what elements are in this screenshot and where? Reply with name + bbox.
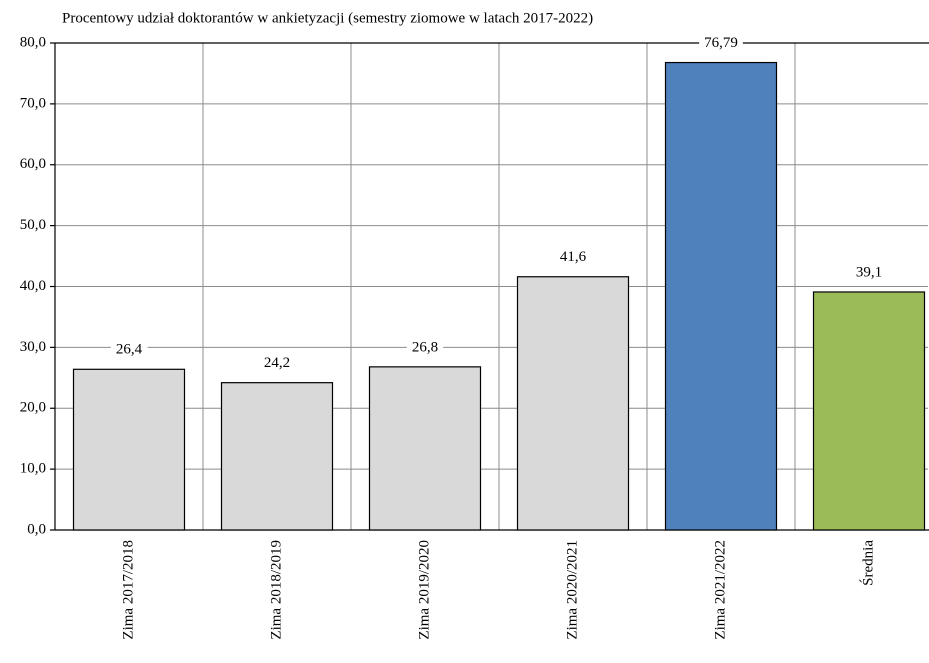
value-label: 39,1 — [856, 264, 882, 280]
value-label-background — [406, 339, 444, 356]
y-tick-label: 30,0 — [20, 339, 46, 355]
y-tick-label: 60,0 — [20, 156, 46, 172]
value-label-group: 26,8 — [406, 339, 444, 356]
x-tick-label: Zima 2020/2021 — [564, 540, 580, 640]
x-tick-label: Zima 2021/2022 — [712, 540, 728, 640]
bar — [220, 382, 334, 531]
value-label-background — [258, 355, 296, 372]
bar — [664, 61, 778, 531]
value-label: 41,6 — [560, 249, 587, 265]
value-label: 76,79 — [704, 35, 738, 51]
bar — [368, 366, 482, 531]
value-label-background — [699, 34, 743, 51]
x-tick-label: Zima 2019/2020 — [416, 540, 432, 640]
x-tick-label: Zima 2017/2018 — [120, 540, 136, 640]
bar — [72, 368, 186, 531]
value-label-group: 39,1 — [850, 264, 888, 281]
value-label-group: 24,2 — [258, 355, 296, 372]
bar — [812, 291, 926, 531]
value-label: 26,8 — [412, 339, 438, 355]
y-tick-label: 0,0 — [27, 521, 46, 537]
chart-title: Procentowy udział doktorantów w ankietyz… — [62, 10, 593, 26]
value-label-group: 76,79 — [699, 34, 743, 51]
value-label: 24,2 — [264, 355, 290, 371]
value-label-background — [554, 249, 592, 266]
y-tick-label: 10,0 — [20, 461, 46, 477]
y-tick-label: 40,0 — [20, 278, 46, 294]
y-tick-label: 70,0 — [20, 95, 46, 111]
y-tick-label: 20,0 — [20, 400, 46, 416]
bar — [516, 276, 630, 531]
x-tick-label: Średnia — [859, 540, 876, 586]
value-label-group: 26,4 — [110, 341, 148, 358]
y-tick-label: 80,0 — [20, 34, 46, 50]
value-label: 26,4 — [116, 342, 143, 358]
x-tick-label: Zima 2018/2019 — [268, 540, 284, 640]
value-label-group: 41,6 — [554, 249, 592, 266]
value-label-background — [110, 341, 148, 358]
y-tick-label: 50,0 — [20, 217, 46, 233]
value-label-background — [850, 264, 888, 281]
